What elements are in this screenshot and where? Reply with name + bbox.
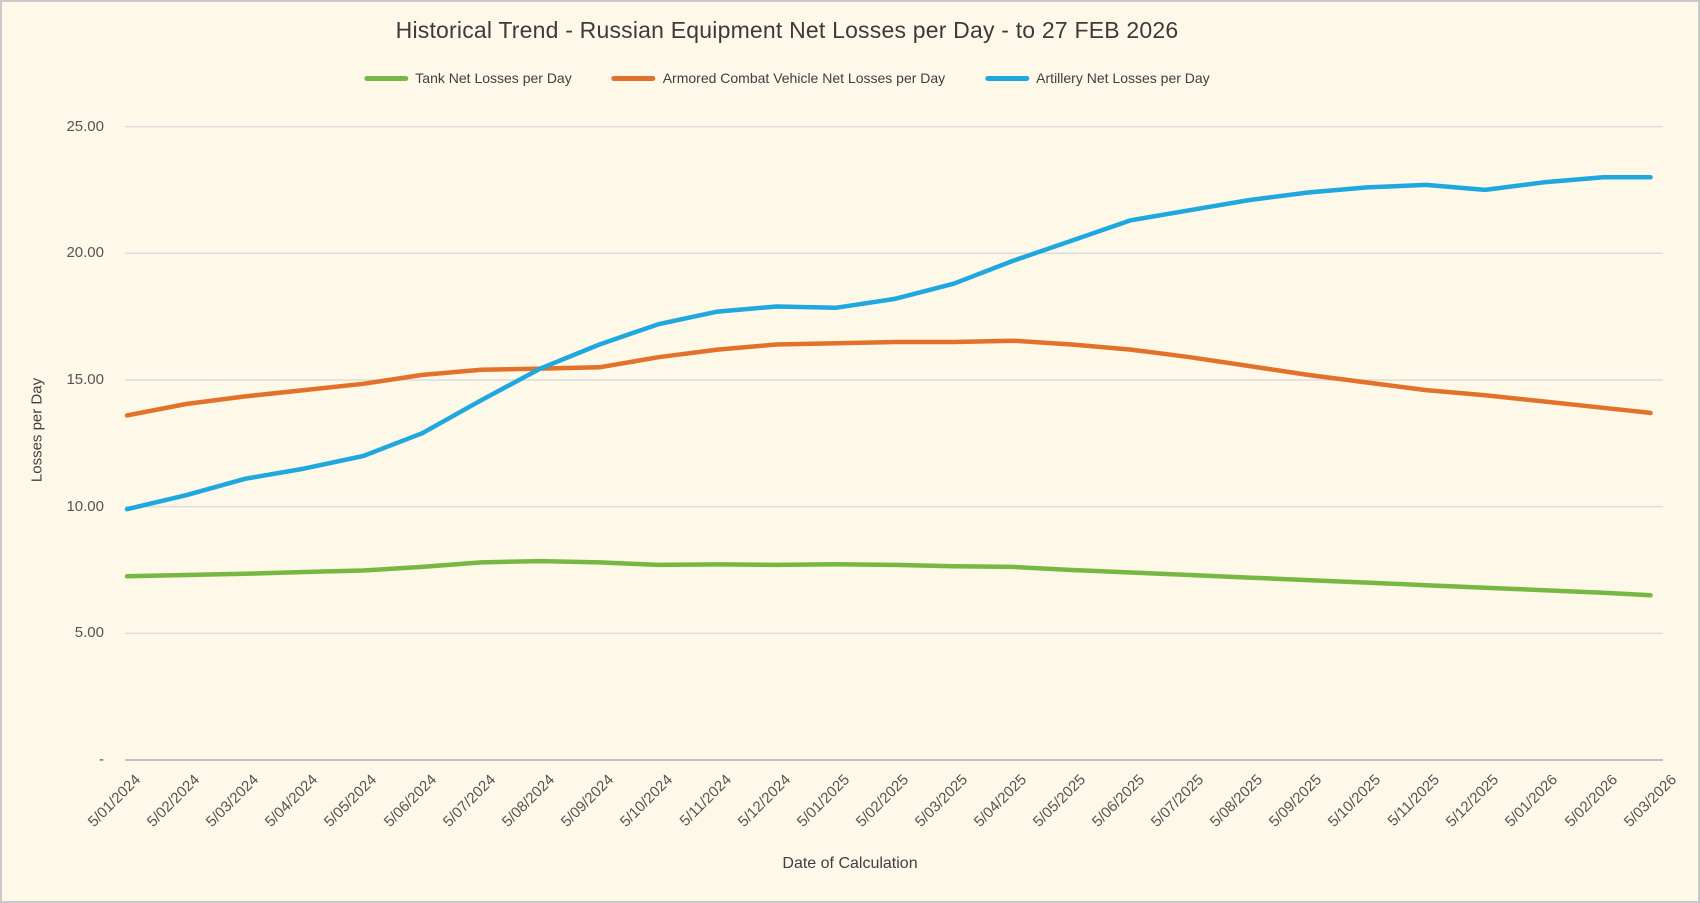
artillery-line-swatch-icon — [985, 75, 1030, 81]
chart-title: Historical Trend - Russian Equipment Net… — [395, 17, 1179, 43]
legend-item-acv[interactable]: Armored Combat Vehicle Net Losses per Da… — [611, 70, 946, 86]
y-tick-label: 25.00 — [66, 117, 104, 135]
y-axis-title: Losses per Day — [28, 377, 46, 483]
tank-line-swatch-icon — [364, 75, 409, 81]
y-tick-label: - — [99, 751, 104, 768]
y-tick-label: 5.00 — [74, 624, 104, 642]
series-line-2[interactable] — [124, 175, 1653, 512]
series-line-0[interactable] — [124, 558, 1653, 598]
legend-item-artillery[interactable]: Artillery Net Losses per Day — [985, 70, 1210, 86]
legend: Tank Net Losses per Day Armored Combat V… — [364, 70, 1210, 86]
legend-item-tank[interactable]: Tank Net Losses per Day — [364, 70, 572, 86]
series-line-1[interactable] — [124, 338, 1653, 418]
legend-label-tank: Tank Net Losses per Day — [415, 70, 572, 86]
y-tick-label: 15.00 — [66, 370, 104, 388]
y-tick-label: 10.00 — [66, 497, 104, 515]
y-tick-label: 20.00 — [66, 244, 104, 262]
x-axis-title: Date of Calculation — [782, 855, 918, 872]
legend-label-artillery: Artillery Net Losses per Day — [1036, 70, 1210, 86]
acv-line-swatch-icon — [611, 75, 656, 81]
legend-label-acv: Armored Combat Vehicle Net Losses per Da… — [662, 70, 946, 86]
